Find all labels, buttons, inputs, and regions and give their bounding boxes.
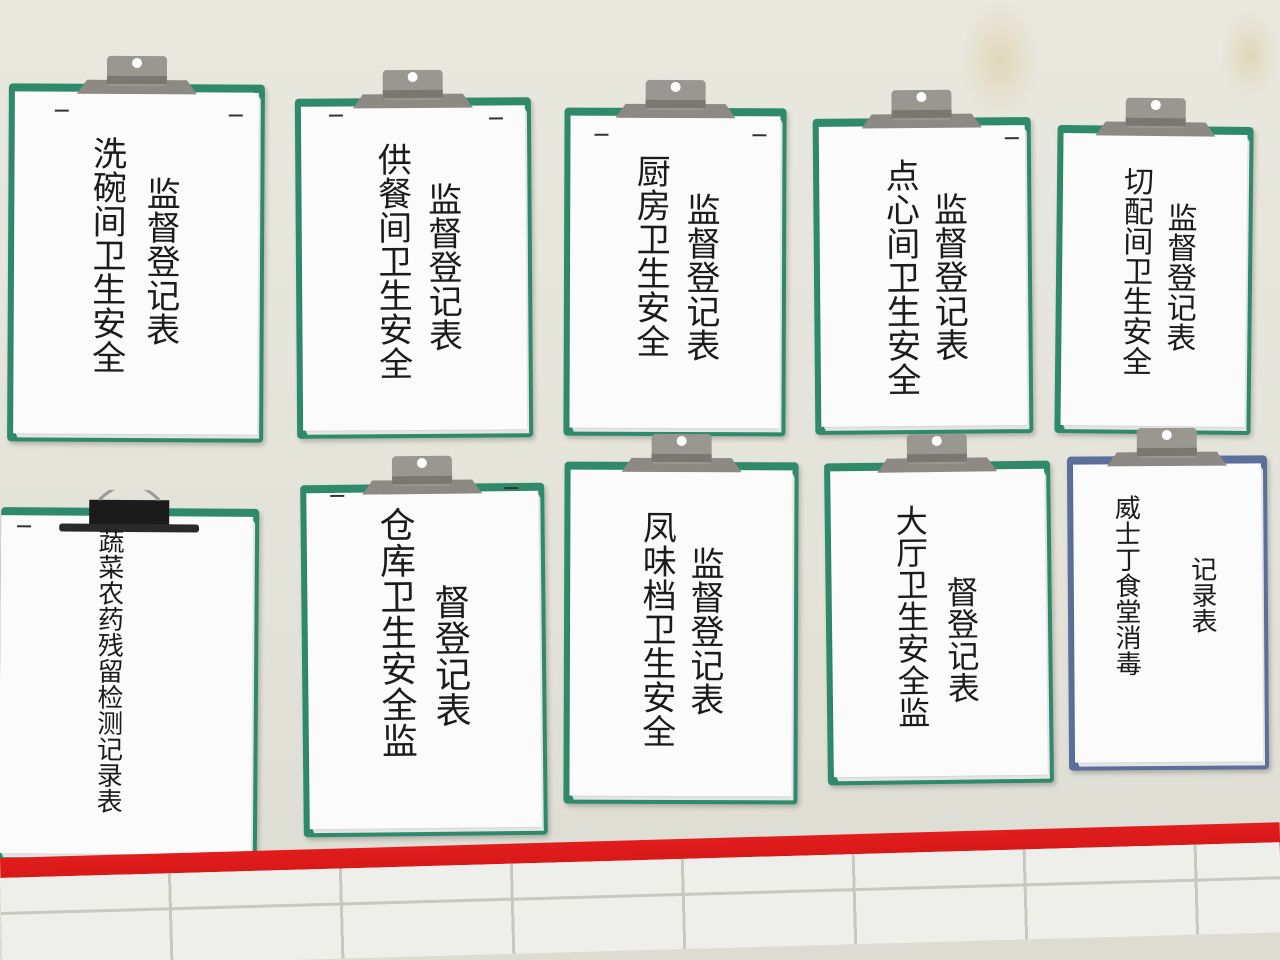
title-column-2: 记录表	[1186, 555, 1218, 634]
form-sheet	[830, 468, 1048, 778]
title-column-2: 监督登记表	[1160, 202, 1197, 353]
form-sheet	[1060, 133, 1248, 427]
title-column-2: 监督登记表	[421, 181, 463, 352]
clipboard-prep-room: 切配间卫生安全 监督登记表	[1054, 97, 1254, 436]
line-mark	[17, 525, 32, 528]
clipboard-pastry-room: 点心间卫生安全 监督登记表	[812, 89, 1034, 435]
form-sheet	[306, 490, 542, 830]
clipboard-serving-room: 供餐间卫生安全 监督登记表	[294, 69, 534, 439]
form-sheet	[0, 515, 254, 855]
line-mark	[488, 117, 503, 120]
clipboard-dishwashing: 洗碗间卫生安全 监督登记表	[7, 55, 265, 443]
line-mark	[228, 114, 243, 117]
title-column-1: 凤味档卫生安全	[635, 509, 677, 748]
title-column-2: 监督登记表	[927, 191, 969, 362]
title-column-1: 切配间卫生安全	[1115, 165, 1154, 376]
form-sheet	[569, 469, 793, 797]
title-column-2: 监督登记表	[679, 192, 721, 363]
clipboard-disinfection: 威士丁食堂消毒 记录表	[1066, 427, 1270, 771]
metal-clip-icon	[343, 64, 483, 117]
clipboard-flavor-stall: 凤味档卫生安全 监督登记表	[563, 433, 799, 805]
form-sheet	[13, 91, 259, 435]
line-mark	[330, 494, 345, 497]
title-column-1: 威士丁食堂消毒	[1110, 494, 1142, 677]
title-column-2: 监督登记表	[683, 546, 725, 717]
wall-stain	[960, 0, 1040, 120]
form-sheet	[1072, 463, 1264, 763]
clipboard-hall: 大厅卫生安全监 督登记表	[824, 433, 1054, 786]
title-column-1: 供餐间卫生安全	[371, 142, 413, 381]
form-sheet	[818, 125, 1028, 427]
metal-clip-icon	[352, 449, 493, 502]
title-column-2: 监督登记表	[139, 176, 181, 347]
title-column-1: 洗碗间卫生安全	[85, 135, 127, 374]
line-mark	[54, 109, 69, 112]
metal-clip-icon	[867, 427, 1008, 481]
title-column-1: 大厅卫生安全监	[890, 504, 932, 729]
wall-stain	[1220, 10, 1280, 100]
clipboard-kitchen: 厨房卫生安全 监督登记表	[563, 79, 787, 437]
metal-clip-icon	[606, 74, 746, 126]
title-column-1: 仓库卫生安全监	[373, 506, 418, 759]
title-column-2: 督登记表	[941, 575, 981, 704]
form-sheet	[300, 105, 528, 431]
title-column-2: 督登记表	[428, 583, 471, 728]
form-sheet	[569, 115, 781, 429]
metal-clip-icon	[1085, 91, 1226, 144]
line-mark	[752, 134, 767, 137]
metal-clip-icon	[612, 428, 752, 480]
binder-clip-icon	[59, 489, 200, 543]
line-mark	[328, 114, 343, 117]
title-column-1: 厨房卫生安全	[629, 153, 671, 358]
clipboard-pesticide-test: 蔬菜农药残留检测记录表	[0, 489, 260, 863]
line-mark	[1004, 137, 1019, 140]
title-column-1: 蔬菜农药残留检测记录表	[92, 527, 125, 814]
line-mark	[504, 487, 519, 490]
metal-clip-icon	[1097, 422, 1237, 475]
line-mark	[594, 133, 609, 136]
metal-clip-icon	[67, 50, 207, 103]
title-column-1: 点心间卫生安全	[878, 158, 922, 397]
clipboard-storeroom: 仓库卫生安全监 督登记表	[300, 455, 548, 838]
metal-clip-icon	[851, 83, 991, 136]
